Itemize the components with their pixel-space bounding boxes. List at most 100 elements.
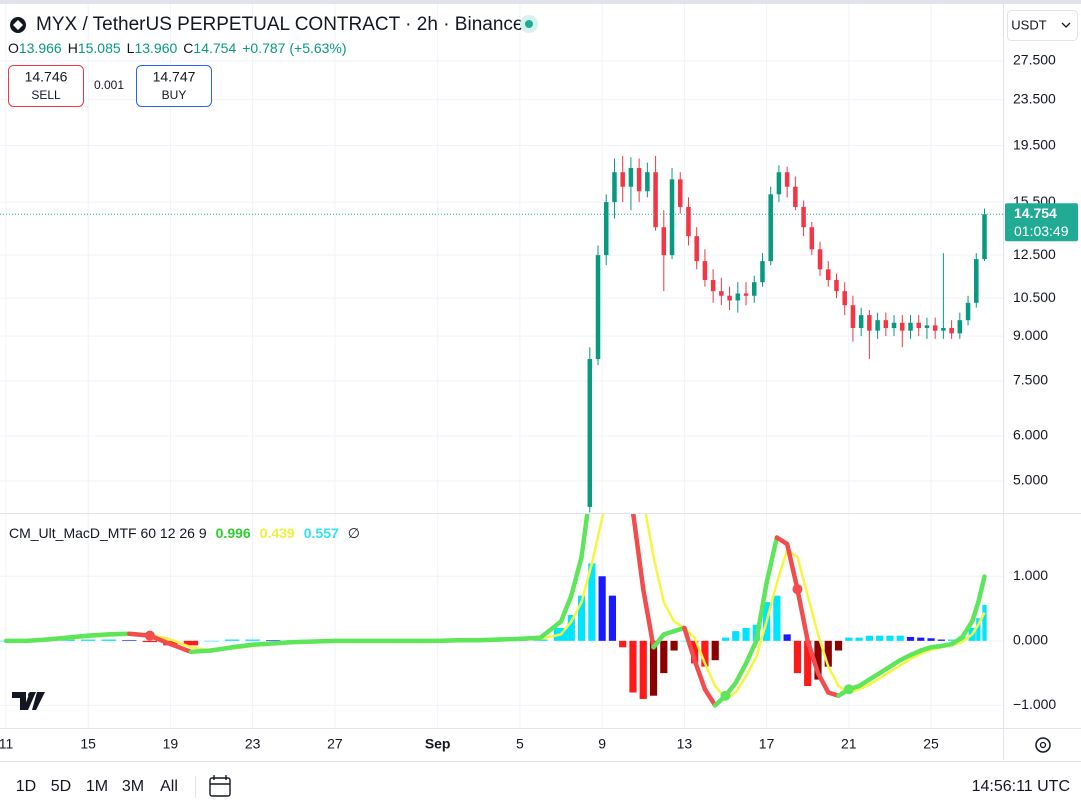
macd-segment	[754, 580, 769, 644]
indicator-pane	[0, 455, 987, 708]
y-tick-label: 1.000	[1013, 567, 1048, 583]
histogram-bar	[701, 640, 709, 667]
candle-body	[620, 172, 625, 187]
histogram-bar	[834, 640, 843, 651]
histogram-bar	[865, 635, 873, 641]
indicator-legend: CM_Ult_MacD_MTF 60 12 26 9 0.996 0.439 0.55…	[9, 525, 360, 541]
candle-body	[612, 172, 617, 203]
ohlc-label: H	[68, 40, 78, 56]
macd-segment	[435, 637, 461, 644]
histogram-bar	[711, 640, 719, 661]
y-tick-label: 9.000	[1013, 327, 1048, 343]
histogram-bar	[927, 638, 935, 641]
ohlc-value: 15.085	[78, 40, 121, 56]
candle-body	[809, 227, 815, 250]
histogram-bar	[948, 639, 956, 641]
x-tick-label: 9	[598, 736, 606, 752]
x-tick-label: Sep	[425, 736, 451, 752]
currency-button[interactable]	[1007, 10, 1078, 41]
buy-price: 14.747	[153, 69, 196, 85]
macd-segment	[976, 574, 987, 605]
candle-body	[883, 320, 889, 329]
histogram-bar	[588, 563, 596, 641]
candle-body	[949, 328, 954, 334]
candle-body	[669, 179, 675, 256]
candle-body	[932, 325, 938, 331]
candle-body	[587, 359, 593, 507]
sell-price: 14.746	[25, 69, 68, 85]
histogram-bar	[204, 640, 219, 642]
candle-body	[858, 315, 864, 329]
histogram-bar	[845, 637, 853, 641]
candle-body	[751, 282, 757, 296]
macd-segment	[623, 460, 633, 512]
macd-segment	[229, 642, 255, 650]
candle-body	[891, 322, 897, 329]
candle-body	[965, 302, 971, 321]
x-tick-label: 13	[677, 736, 693, 752]
ohlc-label: C	[183, 40, 193, 56]
range-button[interactable]: 3M	[122, 778, 144, 795]
range-button[interactable]: 1M	[86, 778, 108, 795]
x-tick-label: 27	[327, 736, 343, 752]
candle-body	[924, 325, 930, 329]
y-tick-label: 27.500	[1013, 52, 1056, 68]
axes: 11 15 19 23 27 Sep 5 9 13 17 21 25 27.500 23.500 19.50…	[0, 52, 1078, 752]
candle-body	[941, 328, 946, 331]
settings-icon[interactable]	[1035, 737, 1051, 753]
range-button[interactable]: All	[160, 778, 178, 795]
macd-segment	[569, 554, 584, 598]
histogram-bar	[224, 639, 240, 641]
candle-body	[628, 168, 634, 187]
candle-body	[636, 168, 642, 192]
histogram-bar	[721, 637, 730, 641]
histogram-bar	[691, 640, 699, 664]
buy-button[interactable]	[136, 65, 212, 107]
macd-segment	[651, 632, 667, 650]
histogram-bar	[142, 640, 158, 643]
candle-body	[653, 172, 658, 228]
histogram-bar	[824, 640, 832, 667]
countdown-label: 01:03:49	[1014, 223, 1069, 239]
sell-button[interactable]	[8, 65, 84, 107]
y-tick-label: 7.500	[1013, 372, 1048, 388]
candle-body	[645, 172, 650, 192]
x-tick-label: 17	[759, 736, 775, 752]
histogram-bar	[896, 635, 904, 641]
candle-body	[982, 214, 987, 260]
symbol-title: MYX / TetherUS PERPETUAL CONTRACT · 2h ·…	[36, 14, 523, 35]
buy-label: BUY	[162, 88, 187, 102]
ohlc-value: 14.754	[193, 40, 236, 56]
candle-body	[875, 320, 880, 331]
histogram-bar	[876, 635, 884, 641]
range-button[interactable]: 1D	[16, 778, 36, 795]
ohlc-label: L	[127, 40, 135, 56]
macd-segment	[682, 625, 697, 663]
histogram-bar	[245, 639, 260, 641]
cross-dot	[618, 455, 628, 465]
toolbar: 1D 5D 1M 3M All	[16, 778, 178, 795]
histogram-bar	[917, 637, 925, 641]
y-tick-label: 23.500	[1013, 90, 1056, 106]
candle-body	[743, 293, 749, 296]
macd-segment	[969, 599, 981, 624]
y-tick-label: 6.000	[1013, 427, 1048, 443]
macd-segment	[497, 636, 523, 642]
range-button[interactable]: 5D	[51, 778, 71, 795]
indicator-title: CM_Ult_MacD_MTF 60 12 26 9	[9, 525, 207, 541]
candle-body	[686, 206, 691, 237]
histogram-bar	[266, 640, 281, 641]
macd-segment	[640, 586, 656, 650]
currency: USDT	[1011, 17, 1046, 32]
candle-body	[974, 259, 979, 303]
macd-segment	[209, 645, 235, 653]
date-range-icon[interactable]	[209, 777, 231, 797]
candle-body	[908, 322, 913, 331]
y-tick-label: 0.000	[1013, 632, 1048, 648]
logo-dot	[28, 692, 34, 698]
histogram-bar	[639, 640, 647, 699]
candle-body	[850, 305, 856, 329]
y-tick-label: 5.000	[1013, 472, 1048, 488]
histogram-bar	[773, 595, 781, 641]
